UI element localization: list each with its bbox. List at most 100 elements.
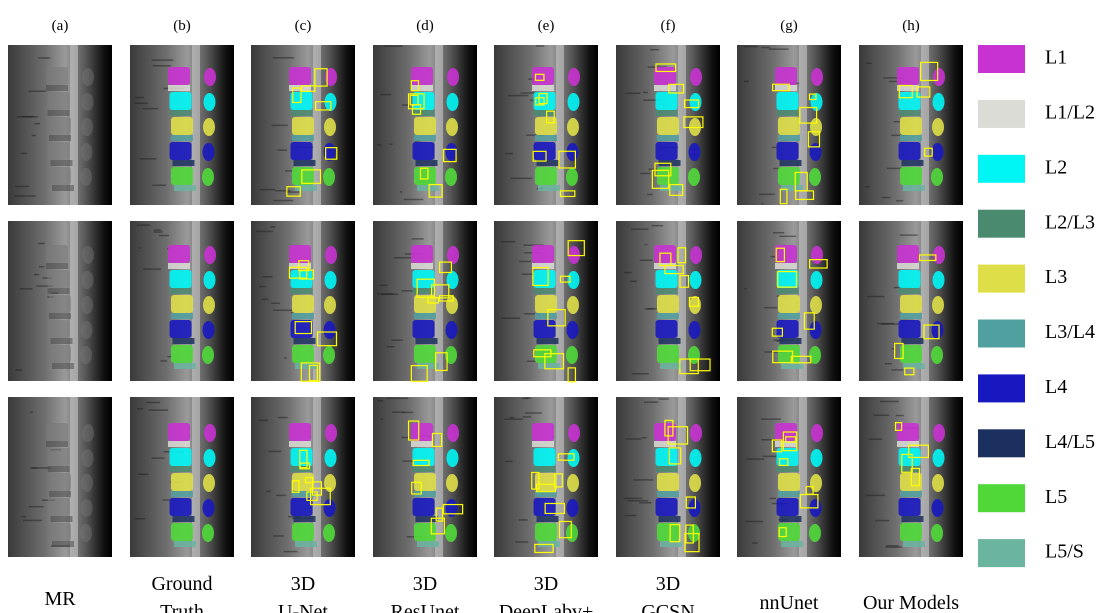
disc <box>49 313 71 319</box>
vertebra <box>897 245 919 263</box>
posterior-element <box>82 93 94 111</box>
spinal-canal <box>556 45 564 205</box>
mr-texture <box>779 236 796 238</box>
posterior-element <box>204 271 216 289</box>
disc <box>657 313 679 319</box>
mr-texture <box>30 411 33 413</box>
mr-image <box>8 397 112 557</box>
disc <box>289 263 311 269</box>
posterior-element <box>690 93 702 111</box>
mr-texture <box>32 135 36 137</box>
posterior-element <box>811 246 823 264</box>
disc <box>778 135 800 141</box>
mr-texture <box>522 273 534 275</box>
vertebra <box>49 523 71 541</box>
disc <box>416 160 438 166</box>
vertebra <box>292 523 314 541</box>
mr-texture <box>882 197 891 199</box>
posterior-element <box>81 118 93 136</box>
mr-texture <box>645 244 648 246</box>
vertebra <box>657 295 679 313</box>
mr-image <box>130 45 234 205</box>
vertebra <box>899 498 921 516</box>
vertebra <box>292 295 314 313</box>
mr-texture <box>137 408 143 410</box>
vertebra <box>414 167 436 185</box>
spinal-canal <box>678 45 686 205</box>
mr-texture <box>508 95 528 97</box>
mr-texture <box>34 274 39 276</box>
spinal-canal <box>678 221 686 381</box>
mr-texture <box>877 323 894 325</box>
vertebra <box>170 498 192 516</box>
vertebra <box>657 473 679 491</box>
mr-image <box>8 45 112 205</box>
vertebra <box>49 473 71 491</box>
vertebra <box>532 245 554 263</box>
posterior-element <box>811 449 823 467</box>
posterior-element <box>811 271 823 289</box>
mr-texture <box>268 451 281 453</box>
mr-texture <box>639 502 651 504</box>
vertebra <box>49 167 71 185</box>
mr-texture <box>400 191 402 193</box>
mr-texture <box>402 290 413 292</box>
mr-texture <box>626 438 642 440</box>
disc <box>411 441 433 447</box>
legend-label: L3/L4 <box>1045 321 1095 343</box>
vertebra <box>291 320 313 338</box>
vertebra <box>534 320 556 338</box>
mr-texture <box>505 461 512 463</box>
mr-image <box>251 45 355 205</box>
posterior-element <box>447 68 459 86</box>
disc <box>51 516 73 522</box>
disc <box>659 338 681 344</box>
disc <box>52 185 74 191</box>
mr-texture <box>633 479 653 481</box>
disc <box>291 110 313 116</box>
posterior-element <box>690 424 702 442</box>
vertebra <box>777 498 799 516</box>
posterior-element <box>811 424 823 442</box>
disc <box>900 313 922 319</box>
column-caption: DeepLabv+ <box>499 601 594 613</box>
posterior-element <box>324 321 336 339</box>
disc <box>173 516 195 522</box>
vertebra <box>657 117 679 135</box>
disc <box>174 363 196 369</box>
posterior-element <box>566 346 578 364</box>
vertebra <box>777 270 799 288</box>
posterior-element <box>202 346 214 364</box>
disc <box>411 263 433 269</box>
posterior-element <box>567 296 579 314</box>
vertebra <box>170 92 192 110</box>
column-label: (e) <box>538 18 555 34</box>
mr-texture <box>519 519 528 521</box>
mr-image <box>130 397 234 557</box>
column-label: (a) <box>52 18 69 34</box>
mr-texture <box>286 191 299 193</box>
column-caption: 3D <box>291 573 315 595</box>
disc <box>413 110 435 116</box>
spinal-canal <box>799 221 807 381</box>
mr-texture <box>771 256 776 257</box>
vertebra <box>656 320 678 338</box>
mr-texture <box>154 229 162 231</box>
mr-texture <box>519 261 531 263</box>
posterior-element <box>325 246 337 264</box>
disc <box>291 288 313 294</box>
mr-texture <box>744 80 749 82</box>
mr-texture <box>412 238 424 240</box>
mr-texture <box>266 491 271 493</box>
mr-image <box>737 221 841 381</box>
posterior-element <box>445 168 457 186</box>
disc <box>174 185 196 191</box>
mr-texture <box>745 521 763 523</box>
posterior-element <box>933 449 945 467</box>
column-caption: nnUnet <box>760 592 819 613</box>
posterior-element <box>445 524 457 542</box>
disc <box>417 541 439 547</box>
mr-image <box>737 397 841 557</box>
posterior-element <box>810 321 822 339</box>
disc <box>170 110 192 116</box>
